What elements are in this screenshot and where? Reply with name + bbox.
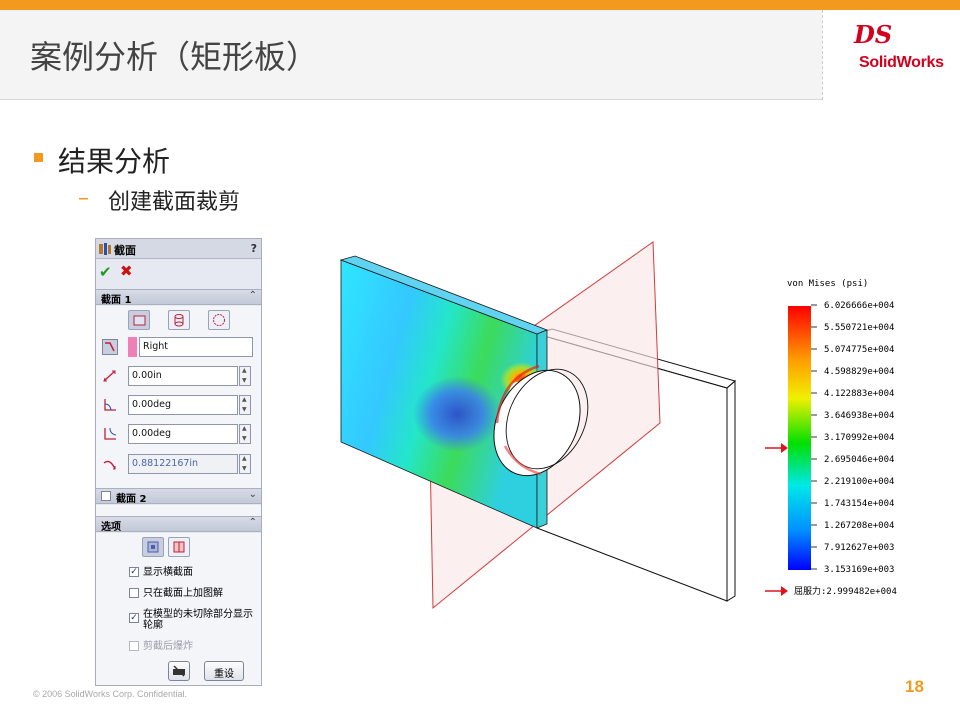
yield-arrow-icon	[781, 586, 788, 596]
slide-title: 案例分析（矩形板）	[30, 38, 319, 76]
top-plane-button[interactable]	[168, 310, 190, 330]
x-rotation-input[interactable]: 0.00deg	[128, 395, 238, 415]
reset-button[interactable]: 重设	[204, 661, 244, 681]
legend-ticks: 6.026666e+004 5.550721e+004 5.074775e+004 4…	[811, 301, 894, 575]
toggle-clipping-button[interactable]	[168, 661, 190, 681]
section2-spacer	[96, 505, 261, 516]
bullet-text: 结果分析	[58, 145, 171, 178]
von-mises-stress-plot: von Mises (psi) 6.026666e+004 5.550721e+0…	[339, 241, 897, 610]
section-depth-field: 0.88122167in	[128, 454, 238, 474]
legend-value: 4.598829e+004	[824, 367, 894, 377]
title-band	[0, 10, 822, 100]
section-mode-icon	[147, 541, 159, 553]
show-outline-label: 在模型的未切除部分显示轮廓	[143, 609, 253, 631]
section1-header[interactable]: 截面 1 ⌃	[96, 289, 261, 306]
options-header[interactable]: 选项 ⌃	[96, 516, 261, 533]
plane-color-swatch	[128, 337, 137, 357]
sub-bullet-dash: –	[78, 186, 89, 211]
logo-box	[822, 10, 960, 100]
collapse-icon[interactable]: ⌃	[248, 517, 257, 528]
section-color-button[interactable]	[168, 537, 190, 557]
show-outline-checkbox[interactable]: ✓	[129, 613, 139, 623]
section-view-icon	[99, 243, 111, 255]
legend-value: 6.026666e+004	[824, 301, 894, 311]
plot-on-section-only-checkbox[interactable]	[129, 588, 139, 598]
reference-plane-field[interactable]: Right	[139, 337, 253, 357]
page-number: 18	[905, 677, 924, 696]
confirm-row: ✔ ✖	[96, 261, 261, 283]
yield-indicator: 屈服力:2.999482e+004	[765, 443, 897, 597]
legend-value: 3.646938e+004	[824, 411, 894, 421]
section-color-icon	[173, 541, 185, 553]
y-rotation-input[interactable]: 0.00deg	[128, 424, 238, 444]
sphere-icon	[213, 314, 225, 326]
legend-value: 3.153169e+003	[824, 565, 894, 575]
reference-plane-icon	[102, 339, 118, 355]
section-depth-icon	[103, 460, 116, 470]
section2-checkbox[interactable]	[101, 491, 111, 501]
section-depth-spinner	[239, 454, 251, 474]
yield-arrow-icon	[781, 443, 788, 453]
section1-body: Right 0.00in 0.00deg 0.00deg 0.88122167i…	[96, 306, 261, 488]
show-cross-section-checkbox[interactable]: ✓	[129, 567, 139, 577]
panel-title: 截面	[114, 244, 136, 257]
options-body: ✓ 显示横截面 只在截面上加图解 ✓ 在模型的未切除部分显示轮廓 剪截后爆炸 重…	[96, 533, 261, 685]
show-cross-section-label: 显示横截面	[143, 567, 193, 578]
explode-after-clip-label: 剪截后爆炸	[143, 641, 193, 652]
legend-value: 5.074775e+004	[824, 345, 894, 355]
legend-value: 4.122883e+004	[824, 389, 894, 399]
x-rotation-icon	[104, 399, 116, 411]
stressed-plate-half	[339, 255, 549, 529]
plot-on-section-only-label: 只在截面上加图解	[143, 588, 223, 599]
section-view-panel: 截面 ? ✔ ✖ 截面 1 ⌃ Right 0.00in	[95, 238, 262, 686]
section1-label: 截面 1	[101, 295, 132, 306]
copyright-footer: © 2006 SolidWorks Corp. Confidential.	[33, 689, 188, 699]
help-icon[interactable]: ?	[250, 242, 257, 255]
x-rotation-spinner[interactable]	[239, 395, 251, 415]
legend-value: 1.267208e+004	[824, 521, 894, 531]
offset-spinner[interactable]	[239, 366, 251, 386]
ds-logo: DS	[854, 20, 892, 49]
section-display-button[interactable]	[142, 537, 164, 557]
section2-label: 截面 2	[116, 494, 147, 505]
bullet-square-icon	[34, 153, 43, 162]
legend-value: 7.912627e+003	[824, 543, 894, 553]
ds-logo-mark: DS	[854, 20, 893, 49]
front-plane-button[interactable]	[128, 310, 150, 330]
legend-value: 2.219100e+004	[824, 477, 894, 487]
plate-hole	[493, 364, 589, 477]
legend-value: 2.695046e+004	[824, 455, 894, 465]
offset-distance-input[interactable]: 0.00in	[128, 366, 238, 386]
explode-after-clip-checkbox	[129, 641, 139, 651]
legend-color-bar	[788, 306, 811, 570]
solidworks-logo-text: SolidWorks	[859, 54, 944, 71]
offset-distance-icon	[103, 370, 116, 382]
yield-strength-label: 屈服力:2.999482e+004	[794, 585, 897, 597]
check-icon[interactable]: ✔	[99, 263, 112, 281]
section2-header[interactable]: 截面 2 ⌄	[96, 488, 261, 505]
y-rotation-spinner[interactable]	[239, 424, 251, 444]
expand-icon[interactable]: ⌄	[248, 489, 257, 500]
legend-title: von Mises (psi)	[787, 279, 868, 289]
top-accent-bar	[0, 0, 960, 10]
cylinder-icon	[174, 314, 184, 327]
legend-value: 3.170992e+004	[824, 433, 894, 443]
y-rotation-icon	[104, 427, 117, 440]
sub-bullet-text: 创建截面裁剪	[108, 190, 241, 215]
legend-value: 5.550721e+004	[824, 323, 894, 333]
close-icon[interactable]: ✖	[120, 262, 133, 280]
legend-value: 1.743154e+004	[824, 499, 894, 509]
stress-legend: von Mises (psi) 6.026666e+004 5.550721e+0…	[765, 279, 897, 597]
right-plane-button[interactable]	[208, 310, 230, 330]
panel-title-bar: 截面 ?	[96, 239, 261, 259]
options-label: 选项	[101, 522, 121, 533]
collapse-icon[interactable]: ⌃	[248, 290, 257, 301]
plane-icon	[133, 315, 146, 326]
clip-toggle-icon	[173, 665, 185, 677]
